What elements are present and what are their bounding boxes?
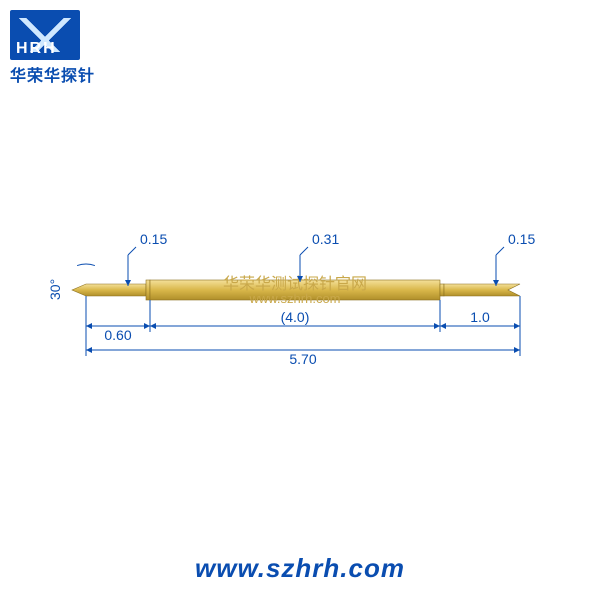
len-1.0-label: 1.0 <box>470 309 490 325</box>
tip-angle <box>77 264 95 266</box>
probe-tip <box>72 284 146 296</box>
dia-tip-label: 0.15 <box>140 231 167 247</box>
tip-angle-label: 30° <box>47 279 63 300</box>
len-0.60-label: 0.60 <box>104 327 131 343</box>
watermark-url: www.szhrh.com <box>248 291 340 306</box>
dia-body-label: 0.31 <box>312 231 339 247</box>
len-5.70-label: 5.70 <box>289 351 316 367</box>
dia-tail-label: 0.15 <box>508 231 535 247</box>
probe-tail <box>444 284 520 296</box>
diagram: 华荣华测试探针官网www.szhrh.com0.150.310.1530°0.6… <box>0 0 600 600</box>
len-4.0-label: (4.0) <box>281 309 310 325</box>
